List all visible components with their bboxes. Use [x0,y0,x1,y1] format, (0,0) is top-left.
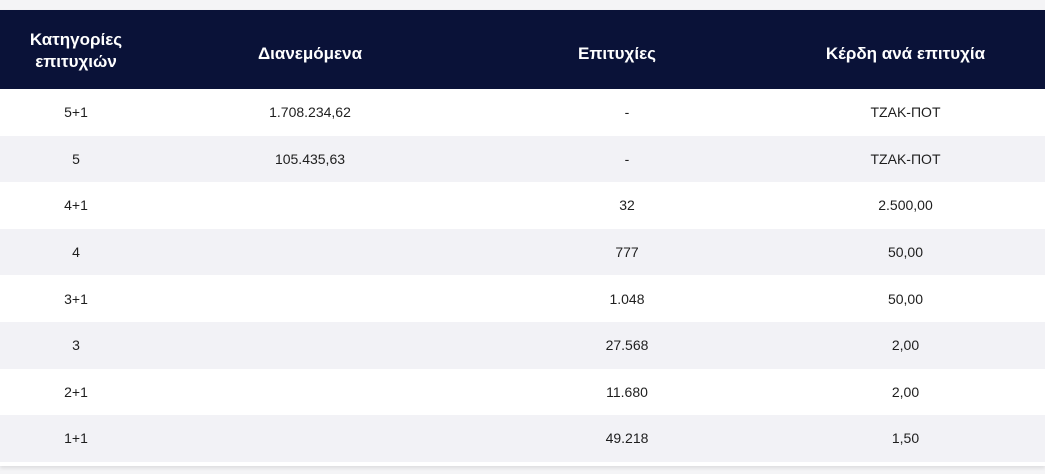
table-row: 4+1 32 2.500,00 [0,182,1045,229]
cell-prize: 50,00 [887,244,924,261]
cell-prize: 2.500,00 [878,197,933,214]
cell-winners: 27.568 [605,337,649,354]
cell-category: 4 [72,244,80,261]
table-row: 5+1 1.708.234,62 - ΤΖΑΚ-ΠΟΤ [0,89,1045,136]
cell-distributed: 1.708.234,62 [269,104,351,121]
cell-category: 2+1 [64,383,88,400]
cell-winners: 1.048 [609,290,645,307]
cell-winners: - [624,104,630,121]
cell-winners: 49.218 [605,430,649,447]
table-row: 4 777 50,00 [0,228,1045,276]
cell-prize: ΤΖΑΚ-ΠΟΤ [870,104,941,121]
table-row: 5 105.435,63 - ΤΖΑΚ-ΠΟΤ [0,135,1045,183]
header-category-line2: επιτυχιών [35,51,117,71]
table-row: 3+1 1.048 50,00 [0,275,1045,322]
cell-category: 3+1 [64,290,88,307]
cell-winners: - [624,150,630,167]
cell-prize: 1,50 [891,430,920,447]
cell-category: 5+1 [64,104,88,121]
cell-winners: 11.680 [606,383,648,400]
cell-category: 5 [72,150,80,167]
cell-prize: 2,00 [891,383,920,400]
header-prize: Κέρδη ανά επιτυχία [825,43,986,63]
results-table: Κατηγορίες επιτυχιών Διανεμόμενα Επιτυχί… [0,10,1045,466]
header-winners: Επιτυχίες [578,43,656,63]
cell-winners: 777 [615,244,639,261]
table-row: 1+1 49.218 1,50 [0,415,1045,462]
cell-prize: 50,00 [887,290,924,307]
cell-category: 1+1 [64,430,88,447]
cell-category: 4+1 [64,197,88,214]
cell-prize: 2,00 [891,337,920,354]
table-header: Κατηγορίες επιτυχιών Διανεμόμενα Επιτυχί… [0,10,1045,89]
table-row: 2+1 11.680 2,00 [0,368,1045,416]
table-row: 3 27.568 2,00 [0,321,1045,369]
cell-prize: ΤΖΑΚ-ΠΟΤ [870,150,941,167]
header-category-line1: Κατηγορίες [29,29,123,49]
header-distributed: Διανεμόμενα [257,43,363,63]
cell-winners: 32 [619,197,635,214]
header-category: Κατηγορίες επιτυχιών [0,27,152,73]
table-body: 5+1 1.708.234,62 - ΤΖΑΚ-ΠΟΤ 5 105.435,63 - ΤΖΑΚ… [0,89,1045,462]
cell-distributed: 105.435,63 [274,150,346,167]
cell-category: 3 [72,337,80,354]
